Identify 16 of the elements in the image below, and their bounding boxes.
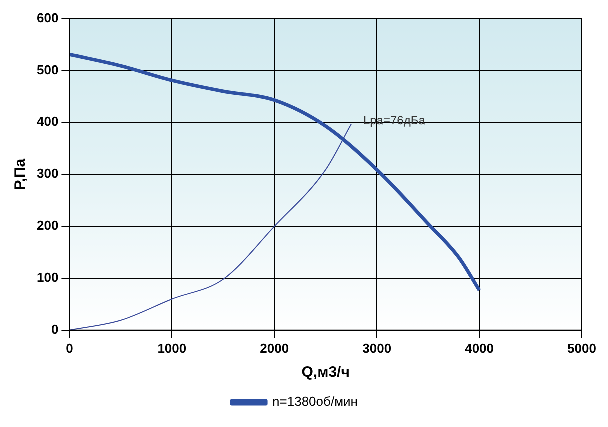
x-tick-label: 5000 [568, 340, 596, 356]
x-tick-label: 1000 [158, 340, 187, 356]
x-tick-label: 0 [66, 340, 74, 356]
x-tick-label: 4000 [465, 340, 494, 356]
y-tick-label: 400 [36, 114, 59, 130]
y-tick-label: 500 [36, 62, 59, 78]
y-tick-label: 0 [51, 322, 59, 337]
x-tick-label: 3000 [362, 340, 392, 356]
y-tick-label: 600 [36, 10, 59, 26]
y-axis-title: P,Па [12, 158, 30, 190]
y-tick-label: 100 [36, 270, 59, 286]
legend-label: n=1380об/мин [272, 394, 358, 410]
x-axis-title: Q,м3/ч [302, 364, 350, 382]
x-tick-label: 2000 [260, 340, 290, 356]
y-tick-label: 300 [36, 166, 59, 182]
y-tick-label: 200 [36, 218, 59, 234]
